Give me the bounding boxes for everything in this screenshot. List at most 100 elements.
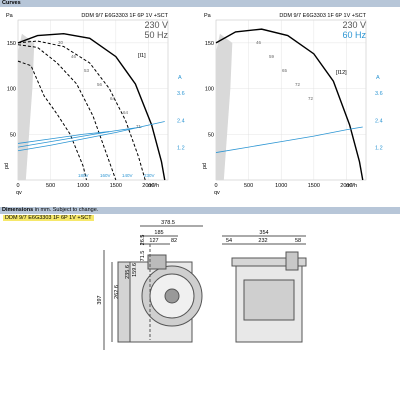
current-tick-label: 3.6 [177,91,185,97]
dimensions-header-label: Dimensions [2,207,34,213]
side-motor [243,279,295,321]
efficiency-label: 59 [269,54,275,59]
current-curve-2 [17,126,142,148]
efficiency-label: 72 [295,82,301,87]
pd-axis-label: pd [202,163,208,169]
dim-side-54: 54 [226,238,232,244]
efficiency-label: 46 [256,40,262,45]
efficiency-label: 65 [282,68,288,73]
speed-label: 180V [78,173,89,178]
x-tick-label: 500 [244,183,253,189]
stall-region [216,33,233,180]
y-tick-label: 150 [205,41,214,47]
current-axis-label: A [178,75,182,81]
dim-front-82: 82 [171,238,177,244]
y-tick-label: 100 [205,87,214,93]
current-axis-label: A [376,75,380,81]
voltage-label: 230 V [144,20,168,30]
current-tick-label: 2.4 [177,118,185,124]
plot-area [215,19,367,181]
scroll-housing [141,265,203,327]
pressure-curve-1 [215,28,364,181]
x-tick-label: 1000 [77,183,89,189]
curve-tag: [I1] [138,53,146,59]
dim-side-354: 354 [259,230,268,236]
dim-front-71-5: 71.5 [140,251,146,262]
chart-model-title: DDM 9/7 E6G3303 1F 6P 1V +SCT [81,13,168,19]
x-tick-label: 2000 [142,183,154,189]
x-tick-label: 1000 [275,183,287,189]
pd-axis-label: pd [4,163,10,169]
pressure-curve-2 [17,40,146,181]
speed-label: 140V [122,173,133,178]
current-curve-1 [17,121,165,152]
chart-model-title: DDM 9/7 E6G3303 1F 6P 1V +SCT [279,13,366,19]
side-housing [235,261,303,343]
y-tick-label: 50 [208,132,214,138]
fan-housing [117,261,193,343]
current-curve-1 [215,126,363,153]
current-tick-label: 1.2 [177,146,185,152]
side-flange [231,257,307,267]
y-axis-unit-label: Pa [204,13,212,19]
x-tick-label: 0 [16,183,19,189]
y-tick-label: 50 [10,132,16,138]
frequency-label: 60 Hz [342,30,366,40]
plot-area [17,19,169,181]
efficiency-label: 56 [97,82,103,87]
dim-front-26-5: 26.5 [140,235,146,246]
dim-side-58: 58 [295,238,301,244]
dimensions-header-bar [0,207,400,214]
dim-front-185: 185 [154,230,163,236]
side-view [222,235,307,343]
y-axis-unit-label: Pa [6,13,14,19]
dimensions-header: Dimensions in mm. Subject to change. [2,207,98,214]
x-axis-qv-label: qv [214,190,220,196]
housing-outlet [117,261,131,343]
dimensions-note: in mm. Subject to change. [34,207,99,213]
curve-tag: [I12] [336,70,347,76]
pressure-curve-1 [17,33,166,181]
dim-front-width: 378.5 [161,220,175,226]
x-tick-label: 500 [46,183,55,189]
chart-panel-2 [215,19,367,181]
x-axis-unit-label: m³/h [346,183,357,189]
impeller [149,273,195,319]
speed-label: 160V [100,173,111,178]
x-tick-label: 1500 [110,183,122,189]
frequency-label: 50 Hz [144,30,168,40]
voltage-label: 230 V [342,20,366,30]
dim-front-262-6: 262.6 [114,285,120,299]
current-tick-label: 3.6 [375,91,383,97]
dim-front-235-6: 235.6 [125,265,131,279]
current-curve-3 [17,131,110,144]
x-axis-qv-label: qv [16,190,22,196]
current-tick-label: 2.4 [375,118,383,124]
current-tick-label: 1.2 [375,146,383,152]
y-tick-label: 150 [7,41,16,47]
side-terminal-box [285,251,299,271]
pressure-curve-4 [17,60,87,181]
dim-front-127: 127 [149,238,158,244]
x-tick-label: 2000 [340,183,352,189]
efficiency-label: 53 [84,68,90,73]
dimensions-model-label: DDM 9/7 E6G3303 1F 6P 1V +SCT [3,215,94,221]
chart-panel-1 [17,19,169,181]
x-tick-label: 1500 [308,183,320,189]
terminal-box [147,254,167,270]
front-view [103,225,203,350]
dim-front-159-6: 159.6 [132,263,138,277]
x-tick-label: 0 [214,183,217,189]
dim-side-232: 232 [258,238,267,244]
speed-label: 230V [144,173,155,178]
efficiency-label: 46 [71,54,77,59]
motor-hub [164,288,180,304]
curves-header-label: Curves [2,0,21,6]
efficiency-label: 30 [58,40,64,45]
stall-region [18,33,35,180]
dim-front-397: 397 [97,295,103,304]
efficiency-label: 64 [110,96,116,101]
efficiency-label: 71 [136,124,142,129]
x-axis-unit-label: m³/h [148,183,159,189]
